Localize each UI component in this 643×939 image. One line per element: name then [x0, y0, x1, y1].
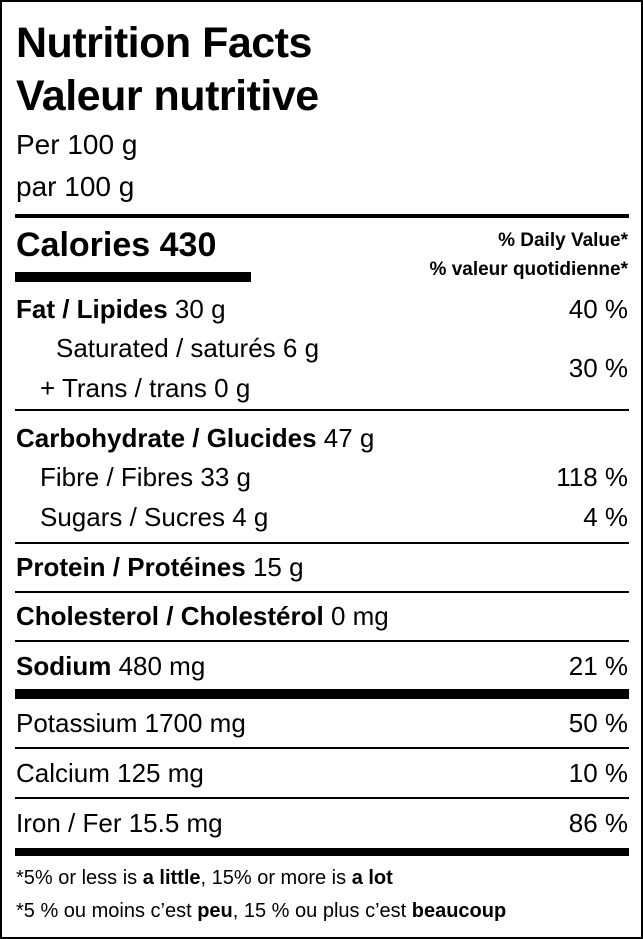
saturated-label: Saturated / saturés 6 g	[56, 333, 320, 363]
daily-value-fr: % valeur quotidienne*	[429, 259, 628, 280]
iron-dv: 86 %	[568, 808, 628, 838]
divider	[15, 409, 629, 411]
footnote-text: *5 % ou moins c’est	[16, 900, 198, 922]
divider	[15, 640, 629, 642]
fat-label: Fat / Lipides	[16, 294, 168, 324]
footnote-bold: a little	[142, 867, 201, 889]
fibre-label: Fibre / Fibres 33 g	[40, 462, 251, 492]
sodium-amount: 480 mg	[118, 651, 206, 681]
divider-thick	[15, 848, 629, 856]
calories-label: Calories	[16, 226, 151, 264]
fibre-dv: 118 %	[556, 462, 628, 492]
title-fr: Valeur nutritive	[16, 72, 319, 120]
cholesterol-amount: 0 mg	[330, 601, 389, 631]
footnote-bold: peu	[197, 900, 233, 922]
sodium-dv: 21 %	[568, 651, 628, 681]
calcium-label: Calcium 125 mg	[16, 758, 204, 788]
footnote-text: *5% or less is	[16, 867, 143, 889]
potassium-label: Potassium 1700 mg	[16, 708, 246, 738]
serving-fr: par 100 g	[16, 171, 135, 202]
sugars-dv: 4 %	[583, 502, 628, 532]
fat-amount: 30 g	[174, 294, 226, 324]
potassium-dv: 50 %	[568, 708, 628, 738]
footnote-bold: a lot	[351, 867, 393, 889]
calcium-dv: 10 %	[568, 758, 628, 788]
sat-trans-dv: 30 %	[568, 353, 628, 383]
sugars-label: Sugars / Sucres 4 g	[40, 502, 269, 532]
cholesterol-label: Cholesterol / Cholestérol	[16, 601, 324, 631]
divider	[15, 797, 629, 799]
footnote-bold: beaucoup	[411, 900, 507, 922]
iron-label: Iron / Fer 15.5 mg	[16, 808, 223, 838]
footnote-text: , 15% or more is	[200, 867, 352, 889]
footnote-fr: *5 % ou moins c’est peu, 15 % ou plus c’…	[16, 901, 506, 921]
calories-underline	[15, 272, 251, 282]
trans-label: + Trans / trans 0 g	[40, 373, 251, 403]
daily-value-en: % Daily Value*	[498, 230, 628, 251]
protein-label: Protein / Protéines	[16, 552, 246, 582]
protein-amount: 15 g	[252, 552, 304, 582]
carbohydrate-amount: 47 g	[323, 423, 375, 453]
fat-dv: 40 %	[568, 294, 628, 324]
divider	[15, 591, 629, 593]
calories-value: 430	[159, 226, 217, 264]
sodium-label: Sodium	[16, 651, 112, 681]
divider	[15, 542, 629, 544]
divider	[15, 747, 629, 749]
carbohydrate-label: Carbohydrate / Glucides	[16, 423, 317, 453]
footnote-en: *5% or less is a little, 15% or more is …	[16, 868, 393, 888]
divider-thick	[15, 214, 629, 218]
calories: Calories 430	[16, 228, 216, 262]
title-en: Nutrition Facts	[16, 19, 312, 67]
divider-thick	[15, 689, 629, 699]
serving-en: Per 100 g	[16, 129, 138, 160]
footnote-text: , 15 % ou plus c’est	[232, 900, 412, 922]
